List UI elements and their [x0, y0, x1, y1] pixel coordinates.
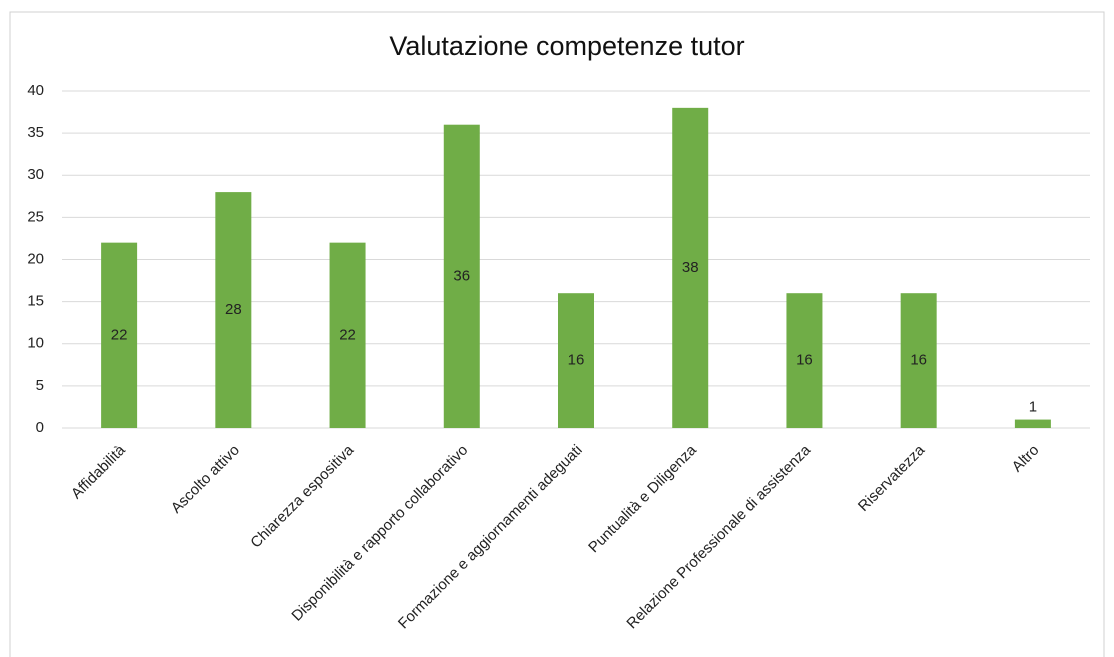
y-tick-label: 15	[27, 293, 44, 310]
data-label: 16	[796, 352, 813, 369]
chart-border	[9, 11, 1105, 657]
bar	[786, 293, 823, 428]
data-label: 1	[1029, 399, 1037, 416]
data-label: 28	[225, 301, 242, 318]
bar	[215, 192, 252, 428]
data-label: 16	[568, 352, 585, 369]
y-tick-label: 25	[27, 208, 44, 225]
data-label: 22	[339, 326, 356, 343]
bar	[1014, 419, 1051, 428]
y-tick-label: 10	[27, 335, 44, 352]
data-label: 22	[111, 326, 128, 343]
bar	[900, 293, 937, 428]
y-tick-label: 30	[27, 166, 44, 183]
bar	[329, 242, 366, 428]
bar	[443, 124, 480, 428]
y-tick-label: 0	[36, 419, 44, 436]
data-label: 36	[453, 267, 470, 284]
bar	[101, 242, 138, 428]
y-tick-label: 40	[27, 82, 44, 99]
bar	[672, 107, 709, 428]
bar	[558, 293, 594, 428]
y-tick-label: 5	[36, 377, 44, 394]
data-label: 16	[910, 352, 927, 369]
y-tick-label: 35	[27, 124, 44, 141]
data-label: 38	[682, 259, 699, 276]
y-tick-label: 20	[27, 250, 44, 267]
chart-title: Valutazione competenze tutor	[389, 31, 744, 61]
